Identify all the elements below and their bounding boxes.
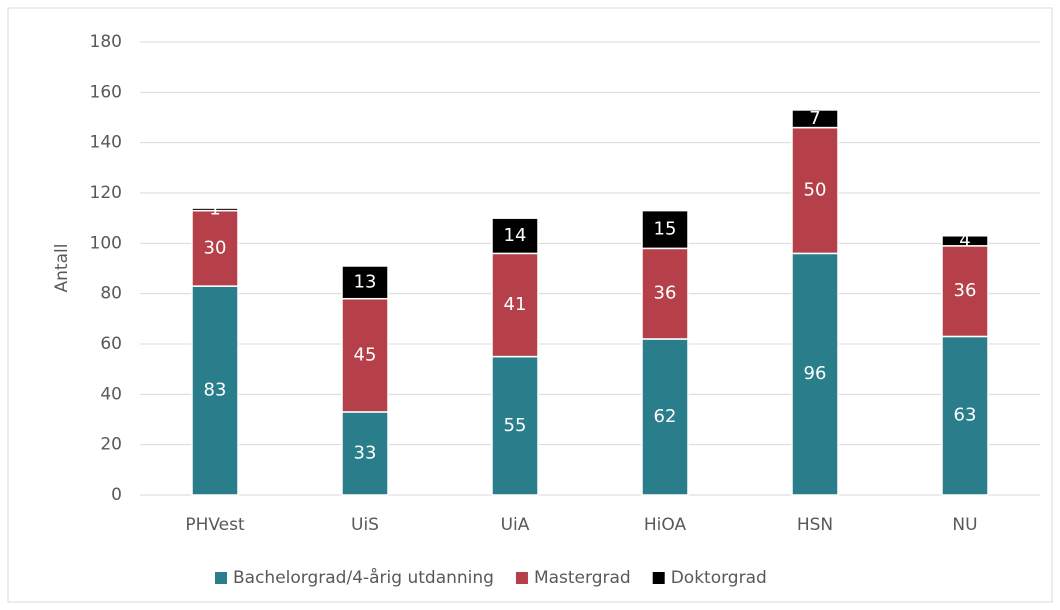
y-tick-label: 160 — [90, 82, 122, 102]
bar-segment — [641, 247, 689, 340]
data-label: 83 — [204, 380, 227, 401]
y-tick-label: 140 — [90, 133, 122, 153]
x-tick-label: UiS — [351, 515, 379, 535]
bar-segment — [491, 217, 539, 255]
bar-segment — [341, 265, 389, 300]
data-label: 45 — [354, 344, 377, 365]
y-tick-label: 60 — [100, 334, 122, 354]
data-label: 15 — [654, 218, 677, 239]
x-tick-label: NU — [952, 515, 977, 535]
data-label: 36 — [654, 283, 677, 304]
bar-segment — [941, 235, 989, 247]
data-label: 30 — [204, 237, 227, 258]
data-label: 41 — [504, 294, 527, 315]
x-tick-label: UiA — [501, 515, 530, 535]
bar-segment — [341, 297, 389, 413]
y-tick-label: 120 — [90, 183, 122, 203]
data-label: 36 — [954, 280, 977, 301]
y-tick-label: 0 — [111, 485, 122, 505]
legend-label: Doktorgrad — [671, 568, 767, 588]
data-label: 33 — [354, 442, 377, 463]
data-label: 62 — [654, 406, 677, 427]
bar-segment — [191, 207, 239, 212]
bar-segment — [191, 285, 239, 496]
x-tick-label: PHVest — [185, 515, 245, 535]
data-label: 14 — [504, 225, 527, 246]
bar-segment — [191, 209, 239, 287]
legend-swatch — [215, 572, 227, 584]
y-tick-label: 100 — [90, 233, 122, 253]
y-tick-label: 180 — [90, 32, 122, 52]
legend-label: Mastergrad — [534, 568, 631, 588]
bar-segment — [791, 109, 839, 129]
legend-swatch — [652, 572, 665, 584]
x-tick-label: HiOA — [644, 515, 687, 535]
bar-segment — [641, 338, 689, 496]
bar-segment — [641, 209, 689, 250]
data-label: 1 — [209, 198, 220, 219]
data-label: 55 — [504, 415, 527, 436]
legend-label: Bachelorgrad/4-årig utdanning — [233, 567, 494, 588]
data-label: 7 — [809, 108, 820, 129]
y-tick-label: 40 — [100, 384, 122, 404]
y-tick-label: 80 — [100, 284, 122, 304]
data-label: 13 — [354, 271, 377, 292]
bar-segment — [791, 252, 839, 496]
data-label: 50 — [804, 179, 827, 200]
bar-segment — [341, 411, 389, 496]
data-label: 4 — [959, 230, 970, 251]
y-axis-label: Antall — [52, 244, 72, 293]
bar-segment — [791, 126, 839, 255]
legend-swatch — [515, 572, 528, 584]
data-label: 63 — [954, 405, 977, 426]
x-tick-label: HSN — [797, 515, 833, 535]
data-label: 96 — [804, 363, 827, 384]
bar-segment — [941, 335, 989, 496]
bar-segment — [491, 355, 539, 496]
y-tick-label: 20 — [100, 435, 122, 455]
